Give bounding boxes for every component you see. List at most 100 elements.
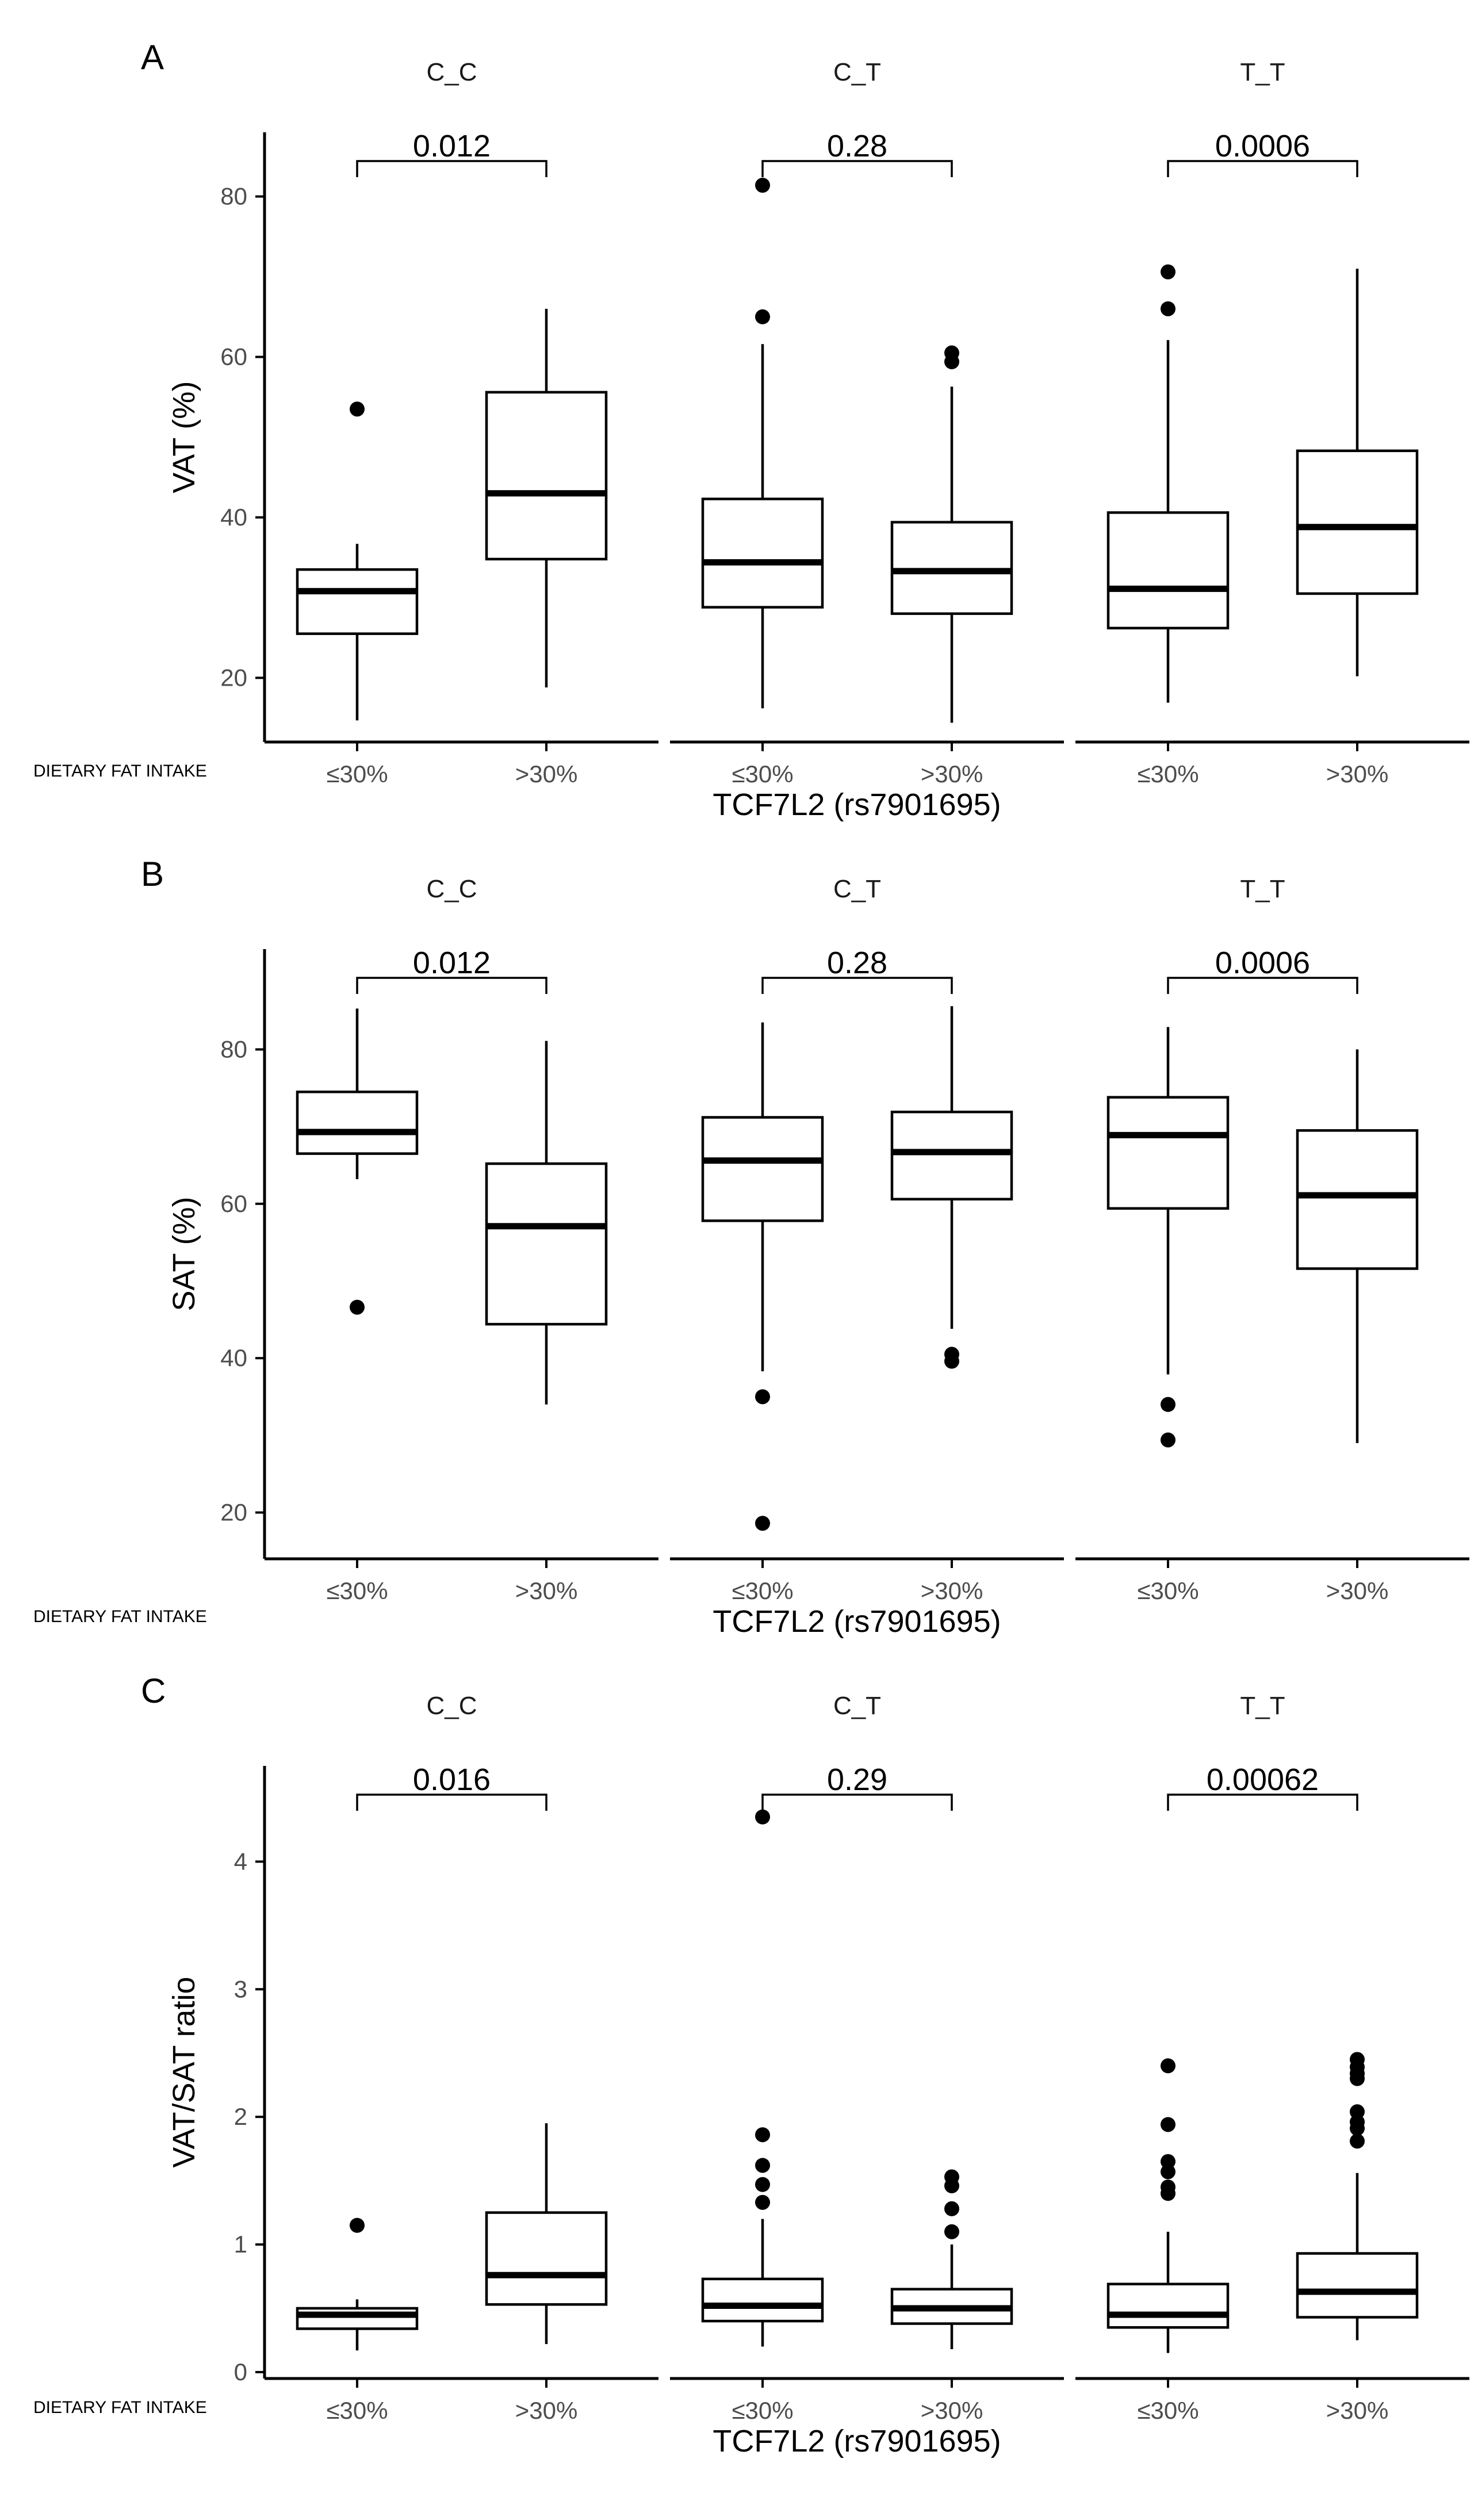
x-tick-label: >30% (515, 760, 578, 787)
y-axis-title: VAT (%) (167, 381, 201, 493)
significance-bracket (1167, 977, 1358, 994)
x-tick-label: >30% (921, 760, 983, 787)
y-tick-label: 0 (234, 2358, 247, 2385)
facet-c-t: C_T 0.28 ≤30% >30% (670, 875, 1064, 1604)
p-value-label: 0.012 (413, 946, 491, 980)
outlier-point (1161, 2179, 1175, 2195)
dietary-fat-intake-label: DIETARY FAT INTAKE (33, 1607, 207, 1626)
facet-strip-label: C_C (426, 58, 477, 86)
outlier-point (1350, 2104, 1365, 2120)
outlier-point (944, 2224, 959, 2239)
box-gt30 (890, 1006, 1013, 1369)
x-tick-label: >30% (1326, 2397, 1389, 2424)
significance-bracket (1167, 1794, 1358, 1811)
y-tick-label: 80 (220, 1035, 247, 1062)
dietary-fat-intake-label: DIETARY FAT INTAKE (33, 762, 207, 781)
box-le30 (1106, 2058, 1230, 2353)
x-tick-label: >30% (515, 2397, 578, 2424)
p-value-label: 0.29 (827, 1762, 887, 1797)
iqr-box (296, 1090, 419, 1155)
p-value-label: 0.00062 (1207, 1762, 1319, 1797)
iqr-box (701, 1116, 824, 1222)
iqr-box (485, 2211, 608, 2306)
significance-bracket (356, 160, 547, 177)
x-tick-label: ≤30% (326, 1577, 388, 1604)
box-gt30 (890, 2169, 1013, 2349)
y-tick-label: 60 (220, 343, 247, 370)
outlier-point (1350, 2052, 1365, 2067)
box-le30 (701, 1809, 824, 2347)
box-le30 (296, 1008, 419, 1315)
panel-c: C 0 1 2 3 4 VAT/SAT ratio C_C 0.016 ≤30% >30% C_T 0.… (33, 1672, 1469, 2458)
outlier-point (1350, 2133, 1365, 2149)
y-tick-label: 4 (234, 1848, 247, 1875)
y-tick-label: 40 (220, 1344, 247, 1371)
outlier-point (755, 1389, 770, 1405)
x-tick-label: ≤30% (1137, 760, 1199, 787)
panel-b: B 20 40 60 80 SAT (%) C_C 0.012 ≤30% >30% C_T 0.28 ≤… (33, 855, 1469, 1639)
y-tick-label: 20 (220, 664, 247, 691)
box-gt30 (1296, 1049, 1419, 1443)
y-tick-label: 20 (220, 1498, 247, 1525)
outlier-point (755, 1516, 770, 1531)
x-tick-label: ≤30% (1137, 2397, 1199, 2424)
iqr-box (1106, 2282, 1230, 2329)
outlier-point (755, 309, 770, 324)
dietary-fat-intake-label: DIETARY FAT INTAKE (33, 2398, 207, 2417)
box-le30 (701, 178, 824, 709)
p-value-label: 0.016 (413, 1762, 491, 1797)
iqr-box (1296, 449, 1419, 595)
panel-a: A 20 40 60 80 VAT (%) C_C 0.012 ≤30% >30% C_T 0.28 ≤… (33, 38, 1469, 822)
facet-strip-label: C_C (426, 1692, 477, 1720)
outlier-point (755, 2194, 770, 2210)
iqr-box (890, 1110, 1013, 1200)
y-tick-label: 2 (234, 2103, 247, 2130)
x-tick-label: >30% (1326, 760, 1389, 787)
iqr-box (701, 498, 824, 609)
y-tick-label: 60 (220, 1190, 247, 1217)
p-value-label: 0.28 (827, 946, 887, 980)
outlier-point (1161, 2058, 1175, 2074)
x-tick-label: ≤30% (732, 1577, 793, 1604)
facet-c-t: C_T 0.29 ≤30% >30% (670, 1692, 1064, 2424)
x-tick-label: ≤30% (732, 760, 793, 787)
x-tick-label: >30% (921, 2397, 983, 2424)
y-tick-label: 80 (220, 183, 247, 210)
outlier-point (350, 401, 365, 417)
y-tick-label: 40 (220, 503, 247, 530)
x-axis-title: TCF7L2 (rs7901695) (713, 1604, 1001, 1639)
outlier-point (755, 1809, 770, 1825)
facet-strip-label: T_T (1240, 1692, 1285, 1720)
outlier-point (755, 178, 770, 193)
facet-c-c: C_C 0.012 ≤30% >30% (265, 875, 658, 1604)
y-axis-title: SAT (%) (167, 1196, 201, 1311)
p-value-label: 0.0006 (1215, 946, 1310, 980)
iqr-box (1296, 2252, 1419, 2319)
significance-bracket (1167, 160, 1358, 177)
facet-strip-label: C_C (426, 875, 477, 903)
x-tick-label: ≤30% (326, 760, 388, 787)
panel-label: A (141, 38, 164, 77)
outlier-point (944, 2201, 959, 2216)
facet-t-t: T_T 0.00062 ≤30% >30% (1075, 1692, 1469, 2424)
iqr-box (1106, 1096, 1230, 1210)
y-tick-label: 3 (234, 1975, 247, 2002)
box-gt30 (485, 1041, 608, 1405)
y-tick-label: 1 (234, 2231, 247, 2258)
box-le30 (701, 1022, 824, 1531)
x-tick-label: ≤30% (326, 2397, 388, 2424)
facet-t-t: T_T 0.0006 ≤30% >30% (1075, 875, 1469, 1604)
outlier-point (944, 2169, 959, 2185)
outlier-point (1161, 2154, 1175, 2169)
iqr-box (1106, 511, 1230, 630)
outlier-point (1161, 301, 1175, 316)
significance-bracket (761, 1794, 953, 1811)
x-tick-label: ≤30% (732, 2397, 793, 2424)
outlier-point (1161, 1397, 1175, 1412)
outlier-point (1161, 1432, 1175, 1448)
box-le30 (1106, 1027, 1230, 1448)
box-gt30 (1296, 269, 1419, 676)
outlier-point (350, 2217, 365, 2233)
iqr-box (701, 2277, 824, 2323)
